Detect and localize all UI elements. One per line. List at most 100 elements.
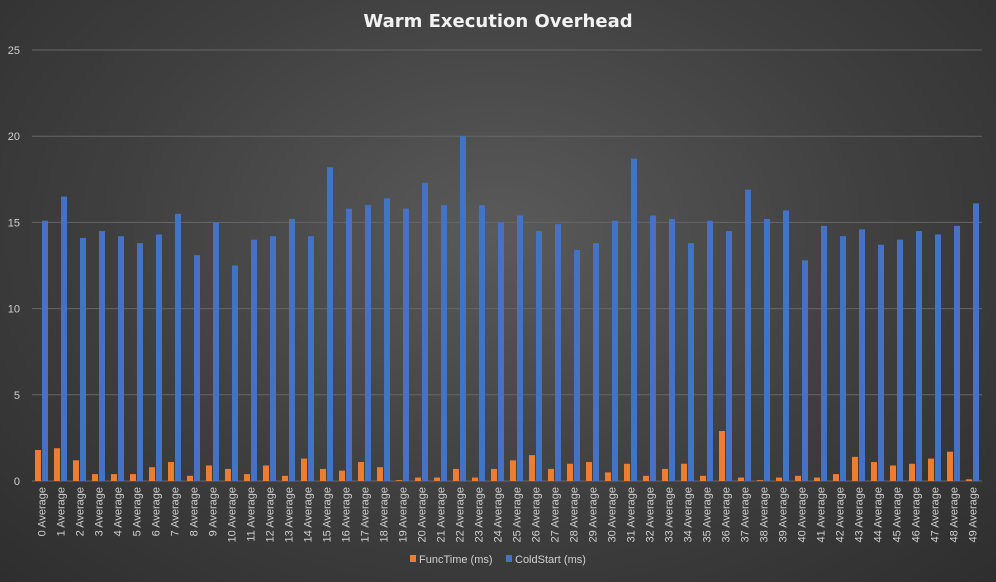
x-tick-label: 20 Average (417, 487, 429, 542)
bar-functime (358, 462, 364, 481)
x-tick-label: 45 Average (892, 487, 904, 542)
bar-coldstart (289, 218, 295, 481)
x-tick-label: 39 Average (778, 487, 790, 542)
x-tick-label: 8 Average (189, 487, 201, 536)
bar-coldstart (194, 255, 200, 481)
x-tick-label: 4 Average (113, 487, 125, 536)
bar-functime (282, 475, 288, 481)
x-tick-label: 48 Average (949, 487, 961, 542)
x-tick-label: 23 Average (474, 487, 486, 542)
bar-functime (757, 480, 763, 481)
bar-functime (852, 456, 858, 481)
x-tick-label: 27 Average (550, 487, 562, 542)
bar-functime (662, 468, 668, 481)
bar-functime (54, 448, 60, 481)
x-tick-label: 5 Average (132, 487, 144, 536)
y-tick-label: 5 (14, 390, 20, 402)
bar-coldstart (99, 231, 105, 481)
bar-coldstart (935, 234, 941, 481)
bar-functime (605, 472, 611, 481)
y-axis: 0 5 10 15 20 25 (8, 45, 20, 488)
bar-functime (111, 474, 117, 481)
bar-coldstart (156, 234, 162, 481)
bar-coldstart (555, 224, 561, 481)
x-tick-label: 11 Average (246, 487, 258, 542)
bar-functime (947, 451, 953, 481)
gridlines (32, 49, 982, 482)
bar-functime (453, 468, 459, 481)
bar-coldstart (118, 236, 124, 481)
x-tick-label: 3 Average (94, 487, 106, 536)
x-tick-label: 33 Average (664, 487, 676, 542)
x-tick-label: 16 Average (341, 487, 353, 542)
bar-coldstart (973, 203, 979, 481)
bar-functime (966, 479, 972, 481)
bar-coldstart (365, 205, 371, 481)
bar-coldstart (403, 208, 409, 481)
bar-functime (320, 468, 326, 481)
bar-coldstart (422, 182, 428, 482)
x-tick-label: 42 Average (835, 487, 847, 542)
bar-coldstart (441, 205, 447, 481)
bar-coldstart (745, 189, 751, 482)
x-tick-label: 25 Average (512, 487, 524, 542)
bar-coldstart (232, 265, 238, 481)
bar-coldstart (764, 218, 770, 481)
bars (35, 136, 979, 482)
bar-functime (871, 462, 877, 481)
bar-functime (35, 449, 41, 481)
bar-coldstart (213, 222, 219, 481)
bar-functime (909, 463, 915, 481)
bar-coldstart (80, 237, 86, 481)
bar-coldstart (270, 236, 276, 481)
bar-coldstart (840, 236, 846, 481)
x-tick-label: 43 Average (854, 487, 866, 542)
bar-functime (187, 475, 193, 481)
bar-coldstart (42, 220, 48, 481)
x-tick-label: 15 Average (322, 487, 334, 542)
bar-functime (415, 477, 421, 481)
bar-functime (263, 465, 269, 481)
bar-coldstart (175, 213, 181, 481)
bar-functime (377, 467, 383, 481)
x-tick-label: 0 Average (37, 487, 49, 536)
x-axis: 0 Average 1 Average 2 Average 3 Average 4 Av… (37, 487, 980, 542)
bar-functime (149, 467, 155, 481)
bar-functime (700, 475, 706, 481)
bar-functime (567, 463, 573, 481)
legend-swatch (410, 555, 416, 562)
x-tick-label: 26 Average (531, 487, 543, 542)
x-tick-label: 6 Average (151, 487, 163, 536)
bar-functime (244, 474, 250, 481)
bar-coldstart (783, 210, 789, 481)
x-tick-label: 28 Average (569, 487, 581, 542)
bar-coldstart (650, 215, 656, 481)
x-tick-label: 10 Average (227, 487, 239, 542)
bar-coldstart (517, 215, 523, 481)
x-tick-label: 37 Average (740, 487, 752, 542)
bar-functime (814, 477, 820, 481)
bar-coldstart (631, 158, 637, 481)
x-tick-label: 46 Average (911, 487, 923, 542)
bar-functime (339, 470, 345, 481)
bar-functime (890, 465, 896, 481)
bar-functime (548, 468, 554, 481)
x-tick-label: 36 Average (721, 487, 733, 542)
chart-title: Warm Execution Overhead (363, 11, 632, 32)
x-tick-label: 47 Average (930, 487, 942, 542)
legend-label: ColdStart (ms) (515, 554, 586, 566)
bar-functime (719, 431, 725, 481)
x-tick-label: 12 Average (265, 487, 277, 542)
bar-coldstart (688, 243, 694, 481)
x-tick-label: 38 Average (759, 487, 771, 542)
x-tick-label: 19 Average (398, 487, 410, 542)
bar-coldstart (916, 231, 922, 481)
x-tick-label: 41 Average (816, 487, 828, 542)
bar-functime (434, 477, 440, 481)
bar-functime (301, 458, 307, 481)
bar-coldstart (821, 225, 827, 481)
bar-functime (206, 465, 212, 481)
bar-coldstart (61, 196, 67, 482)
